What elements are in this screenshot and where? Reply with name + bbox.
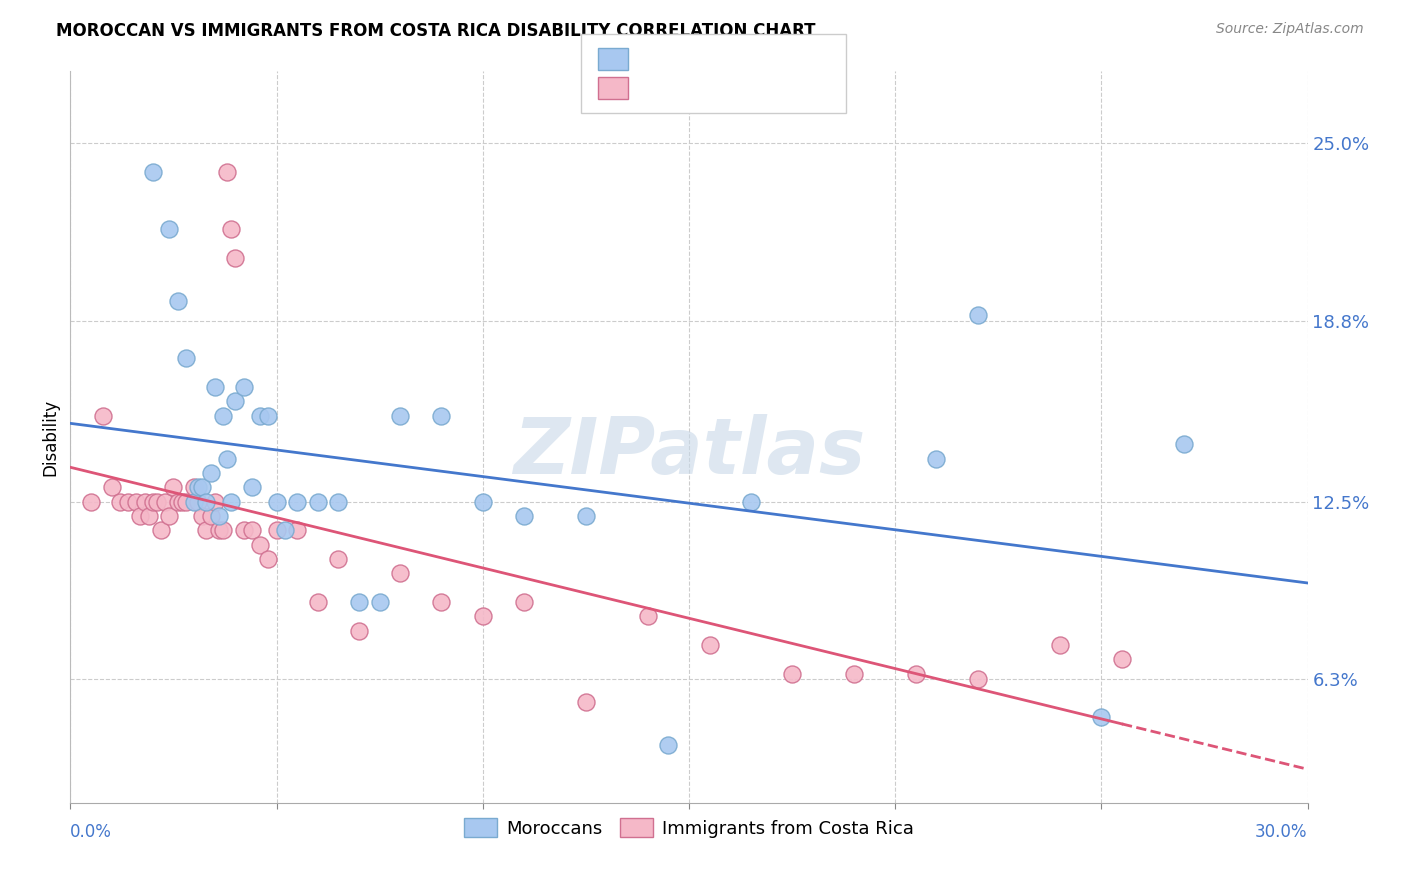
Point [157, 222, 180, 236]
Point [212, 409, 235, 423]
Point [219, 222, 242, 236]
Point [200, 508, 222, 523]
Point [699, 638, 721, 652]
Point [195, 494, 218, 508]
Point [215, 451, 238, 466]
Point [307, 494, 329, 508]
Point [513, 508, 536, 523]
Point [80, 494, 103, 508]
Point [430, 409, 453, 423]
Point [174, 351, 197, 366]
Text: 0.0%: 0.0% [70, 823, 112, 841]
Point [257, 552, 280, 566]
Point [232, 380, 254, 394]
Point [204, 494, 226, 508]
Point [200, 466, 222, 480]
Point [471, 494, 494, 508]
Point [966, 308, 988, 322]
Y-axis label: Disability: Disability [41, 399, 59, 475]
Point [575, 695, 598, 709]
Text: Source: ZipAtlas.com: Source: ZipAtlas.com [1216, 22, 1364, 37]
Point [389, 409, 412, 423]
Point [91, 409, 114, 423]
Point [257, 409, 280, 423]
Point [219, 494, 242, 508]
Point [162, 480, 184, 494]
Point [430, 595, 453, 609]
Point [657, 739, 679, 753]
Point [166, 494, 188, 508]
Point [513, 595, 536, 609]
Point [904, 666, 927, 681]
Point [191, 508, 214, 523]
Text: N = 51: N = 51 [742, 78, 800, 97]
Point [166, 293, 188, 308]
Point [187, 494, 209, 508]
Point [117, 494, 139, 508]
Point [183, 494, 205, 508]
Point [347, 595, 370, 609]
Point [740, 494, 762, 508]
Text: R = -0.191: R = -0.191 [637, 78, 727, 97]
Text: 30.0%: 30.0% [1256, 823, 1308, 841]
Point [1049, 638, 1071, 652]
Point [208, 524, 231, 538]
Point [307, 595, 329, 609]
Point [125, 494, 148, 508]
Point [780, 666, 803, 681]
Point [100, 480, 122, 494]
Point [1090, 710, 1112, 724]
Point [191, 480, 214, 494]
Point [637, 609, 659, 624]
Text: ZIPatlas: ZIPatlas [513, 414, 865, 490]
Point [138, 508, 160, 523]
Point [146, 494, 169, 508]
Point [150, 524, 173, 538]
Point [347, 624, 370, 638]
Point [368, 595, 391, 609]
Point [285, 524, 308, 538]
Text: R =  0.106: R = 0.106 [637, 50, 725, 69]
Point [183, 480, 205, 494]
Point [925, 451, 948, 466]
Point [170, 494, 193, 508]
Point [966, 673, 988, 687]
Point [187, 480, 209, 494]
Legend: Moroccans, Immigrants from Costa Rica: Moroccans, Immigrants from Costa Rica [457, 811, 921, 845]
Point [1173, 437, 1195, 451]
Point [129, 508, 152, 523]
Point [274, 524, 297, 538]
Point [249, 409, 271, 423]
Point [1111, 652, 1133, 666]
Point [157, 508, 180, 523]
Point [204, 380, 226, 394]
Point [134, 494, 156, 508]
Point [224, 251, 246, 265]
Text: MOROCCAN VS IMMIGRANTS FROM COSTA RICA DISABILITY CORRELATION CHART: MOROCCAN VS IMMIGRANTS FROM COSTA RICA D… [56, 22, 815, 40]
Point [195, 524, 218, 538]
Text: N = 37: N = 37 [742, 50, 800, 69]
Point [212, 524, 235, 538]
Point [842, 666, 865, 681]
Point [575, 508, 598, 523]
Point [208, 508, 231, 523]
Point [108, 494, 131, 508]
Point [389, 566, 412, 581]
Point [224, 394, 246, 409]
Point [142, 165, 165, 179]
Point [240, 480, 263, 494]
Point [240, 524, 263, 538]
Point [328, 552, 350, 566]
Point [471, 609, 494, 624]
Point [153, 494, 176, 508]
Point [328, 494, 350, 508]
Point [266, 524, 288, 538]
Point [215, 165, 238, 179]
Point [142, 494, 165, 508]
Point [266, 494, 288, 508]
Point [249, 538, 271, 552]
Point [285, 494, 308, 508]
Point [232, 524, 254, 538]
Point [174, 494, 197, 508]
